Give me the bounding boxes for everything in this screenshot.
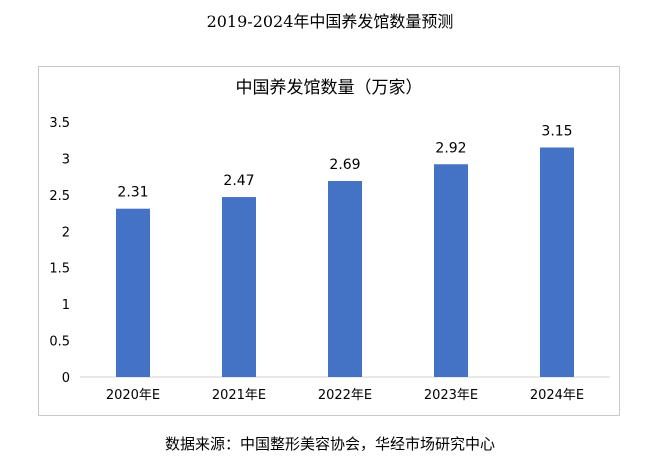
y-tick-label: 2.5 (49, 189, 70, 204)
category-label: 2020年E (106, 388, 160, 403)
page-title: 2019-2024年中国养发馆数量预测 (206, 12, 454, 31)
y-tick-label: 3.5 (49, 116, 70, 131)
bar (328, 181, 362, 377)
bar (222, 197, 256, 377)
y-tick-label: 1.5 (49, 262, 70, 277)
bar (434, 164, 468, 377)
y-axis-ticks: 0 0.5 1 1.5 2 2.5 3 3.5 (49, 116, 70, 386)
y-tick-label: 0.5 (49, 335, 70, 350)
y-tick-label: 2 (62, 225, 70, 240)
y-tick-label: 3 (62, 152, 70, 167)
source-note: 数据来源：中国整形美容协会，华经市场研究中心 (164, 435, 495, 453)
category-label: 2021年E (212, 388, 266, 403)
bars (116, 147, 574, 377)
data-labels: 2.31 2.47 2.69 2.92 3.15 (117, 124, 572, 201)
data-label: 2.47 (223, 173, 254, 189)
data-label: 2.69 (329, 157, 360, 173)
category-label: 2022年E (318, 388, 372, 403)
data-label: 2.92 (435, 140, 466, 156)
data-label: 3.15 (541, 124, 572, 140)
bar (116, 208, 150, 377)
category-labels: 2020年E 2021年E 2022年E 2023年E 2024年E (106, 388, 584, 403)
y-tick-label: 1 (62, 298, 70, 313)
chart-frame (38, 66, 620, 416)
category-label: 2023年E (424, 388, 478, 403)
data-label: 2.31 (117, 185, 148, 201)
chart-title: 中国养发馆数量（万家） (236, 78, 423, 98)
y-tick-label: 0 (62, 371, 70, 386)
category-label: 2024年E (530, 388, 584, 403)
bar (540, 147, 574, 377)
